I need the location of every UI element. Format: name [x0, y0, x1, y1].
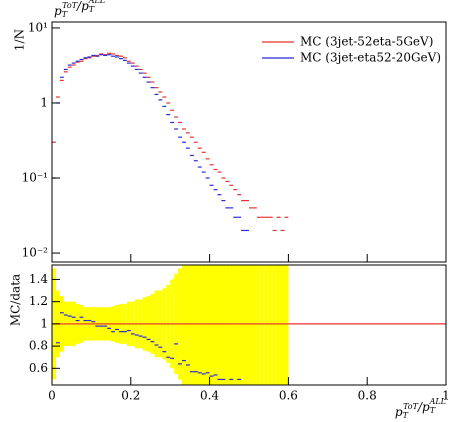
y-tick-label: 10¹: [28, 20, 48, 34]
ratio-y-tick-label: 1: [40, 316, 48, 330]
ratio-y-tick-label: 0.6: [29, 361, 48, 375]
error-band: [205, 265, 210, 385]
y-tick-label: 10⁻¹: [22, 171, 48, 185]
legend-label: MC (3jet-52eta-5GeV): [300, 35, 433, 49]
error-band: [284, 265, 289, 385]
error-band: [217, 265, 222, 385]
error-band: [233, 265, 238, 385]
error-band: [276, 265, 281, 385]
ratio-y-tick-label: 1.4: [29, 272, 48, 286]
error-band: [268, 265, 273, 385]
error-band: [209, 265, 214, 385]
error-band: [256, 265, 261, 385]
error-band: [189, 265, 194, 385]
error-band: [237, 265, 242, 385]
error-band: [213, 265, 218, 385]
error-band: [197, 265, 202, 385]
error-band: [280, 265, 285, 385]
error-band: [185, 265, 190, 385]
y-tick-label: 10⁻²: [22, 246, 49, 260]
error-band: [272, 265, 277, 385]
error-band: [225, 265, 230, 385]
x-tick-label: 0: [48, 389, 56, 403]
y-tick-label: 1: [40, 95, 48, 109]
x-tick-label: 0.4: [200, 389, 219, 403]
x-tick-label: 0.8: [358, 389, 377, 403]
error-band: [249, 265, 253, 385]
x-tick-label: 0.6: [279, 389, 298, 403]
ratio-frame: [51, 264, 447, 386]
error-band: [264, 265, 269, 385]
legend-label: MC (3jet-eta52-20GeV): [300, 51, 441, 65]
x-tick-label: 1: [442, 389, 450, 403]
error-band: [245, 265, 249, 385]
x-tick-label: 0.2: [121, 389, 140, 403]
error-band: [260, 265, 265, 385]
error-band: [252, 265, 257, 385]
x-axis-label: pTToT/pTALL: [395, 397, 446, 420]
ratio-y-tick-label: 1.2: [29, 294, 48, 308]
error-band: [221, 265, 226, 385]
main-frame: [51, 21, 447, 263]
ratio-plot: [52, 265, 446, 385]
ratio-y-tick-label: 0.8: [29, 339, 48, 353]
error-band: [241, 265, 246, 385]
ratio-y-axis-label: MC/data: [9, 274, 23, 326]
chart-title: pTToT/pTALL: [54, 0, 105, 19]
error-band: [182, 265, 186, 385]
error-band: [193, 265, 198, 385]
error-band: [229, 265, 234, 385]
y-axis-label: 1/N: [13, 29, 27, 51]
main-plot: [52, 52, 289, 232]
error-band: [201, 265, 206, 385]
